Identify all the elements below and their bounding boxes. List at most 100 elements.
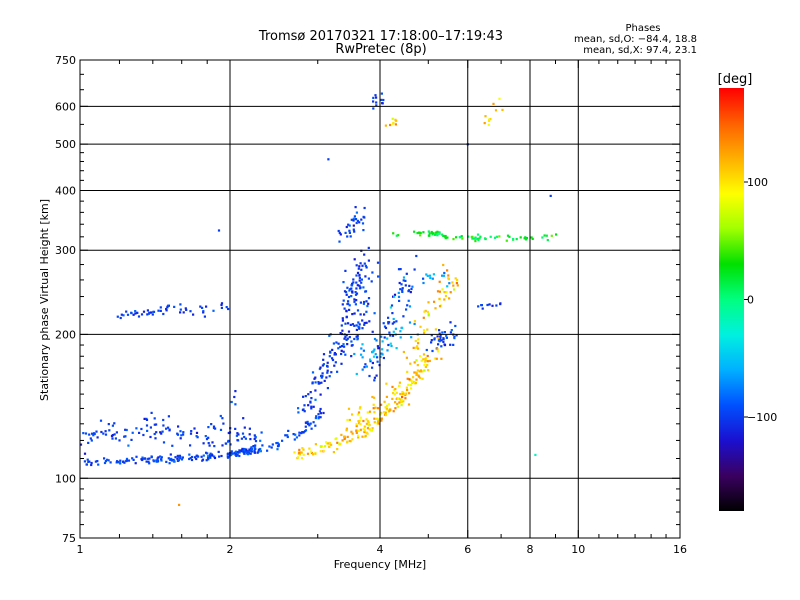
- data-point: [345, 225, 348, 229]
- data-point: [408, 305, 412, 308]
- data-point: [347, 407, 351, 410]
- data-point: [330, 371, 333, 374]
- data-point: [401, 398, 404, 401]
- data-point: [79, 443, 83, 446]
- data-point: [415, 359, 418, 362]
- data-point: [395, 320, 398, 323]
- x-tick-label: 2: [227, 543, 234, 556]
- data-point: [202, 454, 205, 457]
- data-point: [118, 439, 121, 442]
- data-point: [422, 316, 425, 319]
- data-point: [479, 235, 482, 238]
- data-point: [361, 343, 364, 346]
- data-point: [376, 417, 379, 420]
- data-point: [417, 342, 420, 345]
- data-point: [405, 386, 408, 389]
- data-points: [79, 92, 558, 506]
- data-point: [167, 304, 170, 307]
- data-point: [310, 427, 313, 430]
- data-point: [380, 352, 383, 355]
- data-point: [325, 441, 328, 444]
- data-point: [138, 431, 141, 434]
- data-point: [212, 309, 215, 312]
- data-point: [447, 274, 450, 277]
- data-point: [438, 232, 441, 235]
- data-point: [124, 435, 127, 438]
- data-point: [373, 312, 376, 315]
- data-point: [207, 442, 210, 445]
- data-point: [394, 407, 397, 410]
- data-point: [345, 427, 348, 430]
- data-point: [492, 102, 495, 105]
- data-point: [326, 371, 329, 374]
- data-point: [399, 288, 402, 291]
- data-point: [322, 363, 325, 366]
- data-point: [388, 409, 391, 412]
- data-point: [476, 237, 479, 240]
- data-point: [358, 279, 361, 282]
- data-point: [168, 462, 171, 465]
- data-point: [243, 426, 246, 429]
- data-point: [429, 276, 432, 280]
- data-point: [361, 264, 364, 267]
- data-point: [392, 392, 395, 395]
- data-point: [424, 365, 427, 368]
- data-point: [357, 411, 361, 414]
- y-tick-label: 750: [55, 54, 76, 67]
- data-point: [317, 381, 320, 384]
- data-point: [125, 310, 128, 313]
- data-point: [227, 307, 230, 311]
- data-point: [95, 430, 98, 433]
- data-point: [477, 305, 480, 308]
- data-point: [353, 300, 356, 303]
- data-point: [357, 325, 360, 328]
- data-point: [380, 419, 383, 422]
- data-point: [428, 232, 431, 235]
- data-point: [523, 237, 527, 240]
- data-point: [474, 236, 477, 239]
- data-point: [190, 430, 193, 433]
- data-point: [220, 454, 223, 458]
- data-point: [404, 279, 407, 282]
- data-point: [456, 278, 459, 282]
- data-point: [244, 437, 247, 440]
- data-point: [356, 334, 359, 337]
- data-point: [450, 329, 453, 332]
- data-point: [134, 312, 137, 315]
- data-point: [179, 437, 182, 440]
- data-point: [430, 339, 433, 342]
- data-point: [147, 312, 151, 315]
- data-point: [116, 460, 119, 463]
- colorbar-tick-label: 100: [747, 176, 768, 189]
- data-point: [442, 263, 445, 267]
- data-point: [427, 301, 430, 304]
- data-point: [550, 234, 553, 237]
- data-point: [430, 341, 433, 344]
- data-point: [387, 403, 390, 406]
- data-point: [365, 365, 368, 368]
- data-point: [372, 107, 375, 110]
- data-point: [356, 219, 359, 222]
- data-point: [220, 306, 223, 309]
- data-point: [340, 345, 344, 348]
- data-point: [326, 387, 329, 390]
- data-point: [443, 331, 446, 334]
- data-point: [253, 434, 256, 437]
- data-point: [227, 440, 230, 443]
- data-point: [357, 267, 360, 270]
- data-point: [495, 304, 498, 307]
- y-tick-label: 400: [55, 184, 76, 197]
- data-point: [358, 407, 361, 410]
- data-point: [355, 429, 358, 433]
- data-point: [366, 427, 369, 430]
- data-point: [407, 383, 410, 386]
- data-point: [178, 454, 181, 457]
- data-point: [312, 405, 315, 408]
- data-point: [220, 302, 224, 305]
- data-point: [382, 98, 385, 102]
- data-point: [157, 309, 160, 312]
- data-point: [235, 454, 238, 457]
- data-point: [406, 388, 409, 392]
- data-point: [355, 274, 358, 277]
- data-point: [212, 425, 216, 428]
